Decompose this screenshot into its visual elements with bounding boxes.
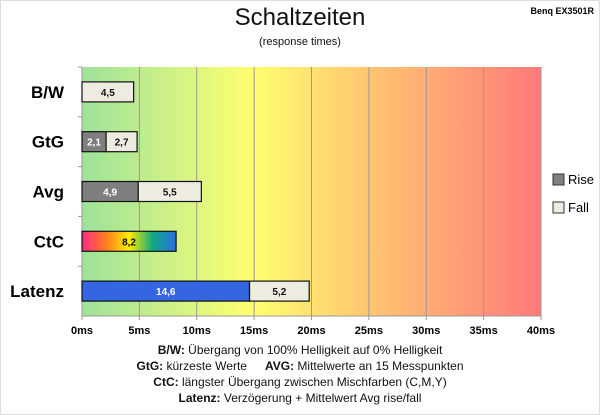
bar-latenz-special-label: 14,6 [156, 287, 176, 298]
y-category-label: CtC [34, 232, 64, 251]
x-tick-label: 40ms [527, 325, 555, 337]
note-gtg-avg: GtG: kürzeste Werte AVG: Mittelwerte an 1… [136, 359, 464, 373]
y-category-label: Avg [33, 183, 65, 202]
bar-rise-label: 4,9 [103, 188, 117, 199]
legend-label-fall: Fall [568, 200, 589, 215]
x-tick-label: 20ms [297, 325, 325, 337]
bar-fall-label: 5,5 [163, 188, 177, 199]
model-label: Benq EX3501R [530, 6, 594, 16]
y-category-label: Latenz [10, 282, 64, 301]
x-tick-label: 35ms [470, 325, 498, 337]
bar-fall [248, 280, 310, 302]
chart-title: Schaltzeiten [234, 4, 366, 31]
note-latenz: Latenz: Verzögerung + Mittelwert Avg ris… [178, 391, 422, 405]
bar-ctc-special-label: 8,2 [122, 237, 136, 248]
note-ctc: CtC: längster Übergang zwischen Mischfar… [153, 375, 447, 389]
x-tick-label: 30ms [412, 325, 440, 337]
bar-rise-label: 2,1 [87, 138, 101, 149]
bar-fall-label: 4,5 [101, 88, 115, 99]
y-category-label: GtG [32, 133, 64, 152]
x-tick-label: 15ms [240, 325, 268, 337]
chart-subtitle: (response times) [259, 36, 341, 48]
bar-fall-label: 5,2 [272, 287, 286, 298]
bar-fall-label: 2,7 [115, 138, 129, 149]
x-tick-label: 0ms [71, 325, 93, 337]
legend-swatch-rise [552, 173, 565, 186]
x-tick-label: 5ms [128, 325, 150, 337]
legend-label-rise: Rise [568, 172, 594, 187]
x-tick-label: 25ms [355, 325, 383, 337]
note-bw: B/W: Übergang von 100% Helligkeit auf 0%… [157, 343, 443, 357]
bar-fall [81, 81, 135, 103]
bar-fall [105, 131, 138, 153]
bar-fall [137, 180, 202, 203]
x-tick-label: 10ms [183, 325, 211, 337]
y-category-label: B/W [31, 83, 65, 102]
legend-swatch-fall [552, 201, 565, 214]
bar-ctc-special [81, 230, 177, 252]
